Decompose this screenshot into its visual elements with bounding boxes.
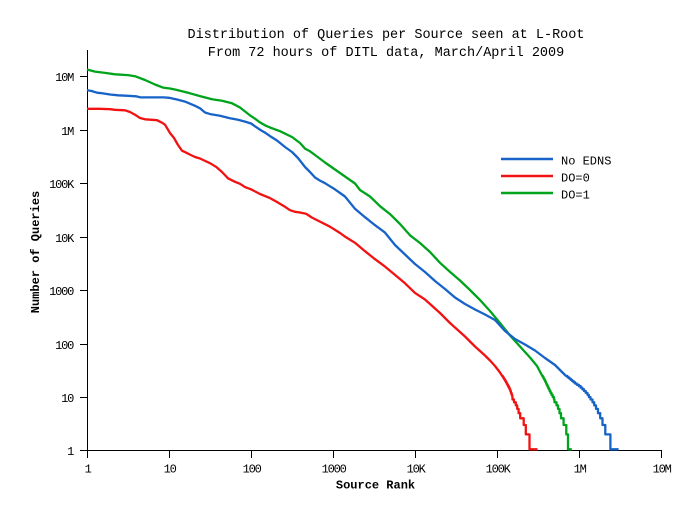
- svg-text:10: 10: [164, 463, 177, 477]
- svg-text:DO=1: DO=1: [561, 189, 590, 203]
- svg-text:From 72 hours of DITL data, Ma: From 72 hours of DITL data, March/April …: [208, 46, 564, 61]
- svg-text:DO=0: DO=0: [561, 172, 590, 186]
- svg-text:100: 100: [243, 463, 262, 477]
- svg-text:100K: 100K: [486, 463, 512, 477]
- svg-text:1: 1: [85, 463, 92, 477]
- svg-text:Source Rank: Source Rank: [336, 479, 415, 493]
- svg-text:10M: 10M: [55, 71, 74, 85]
- svg-text:1M: 1M: [61, 125, 74, 139]
- svg-text:No EDNS: No EDNS: [561, 155, 611, 169]
- svg-text:Number of Queries: Number of Queries: [29, 191, 43, 313]
- svg-text:10M: 10M: [653, 463, 672, 477]
- svg-text:1000: 1000: [49, 285, 74, 299]
- svg-text:100K: 100K: [49, 178, 75, 192]
- svg-text:100: 100: [55, 339, 74, 353]
- svg-text:10: 10: [61, 392, 74, 406]
- svg-text:1000: 1000: [322, 463, 347, 477]
- svg-text:10K: 10K: [55, 232, 75, 246]
- svg-text:1: 1: [67, 445, 74, 459]
- svg-text:Distribution of Queries per So: Distribution of Queries per Source seen …: [188, 28, 585, 43]
- svg-text:10K: 10K: [407, 463, 427, 477]
- svg-text:1M: 1M: [574, 463, 587, 477]
